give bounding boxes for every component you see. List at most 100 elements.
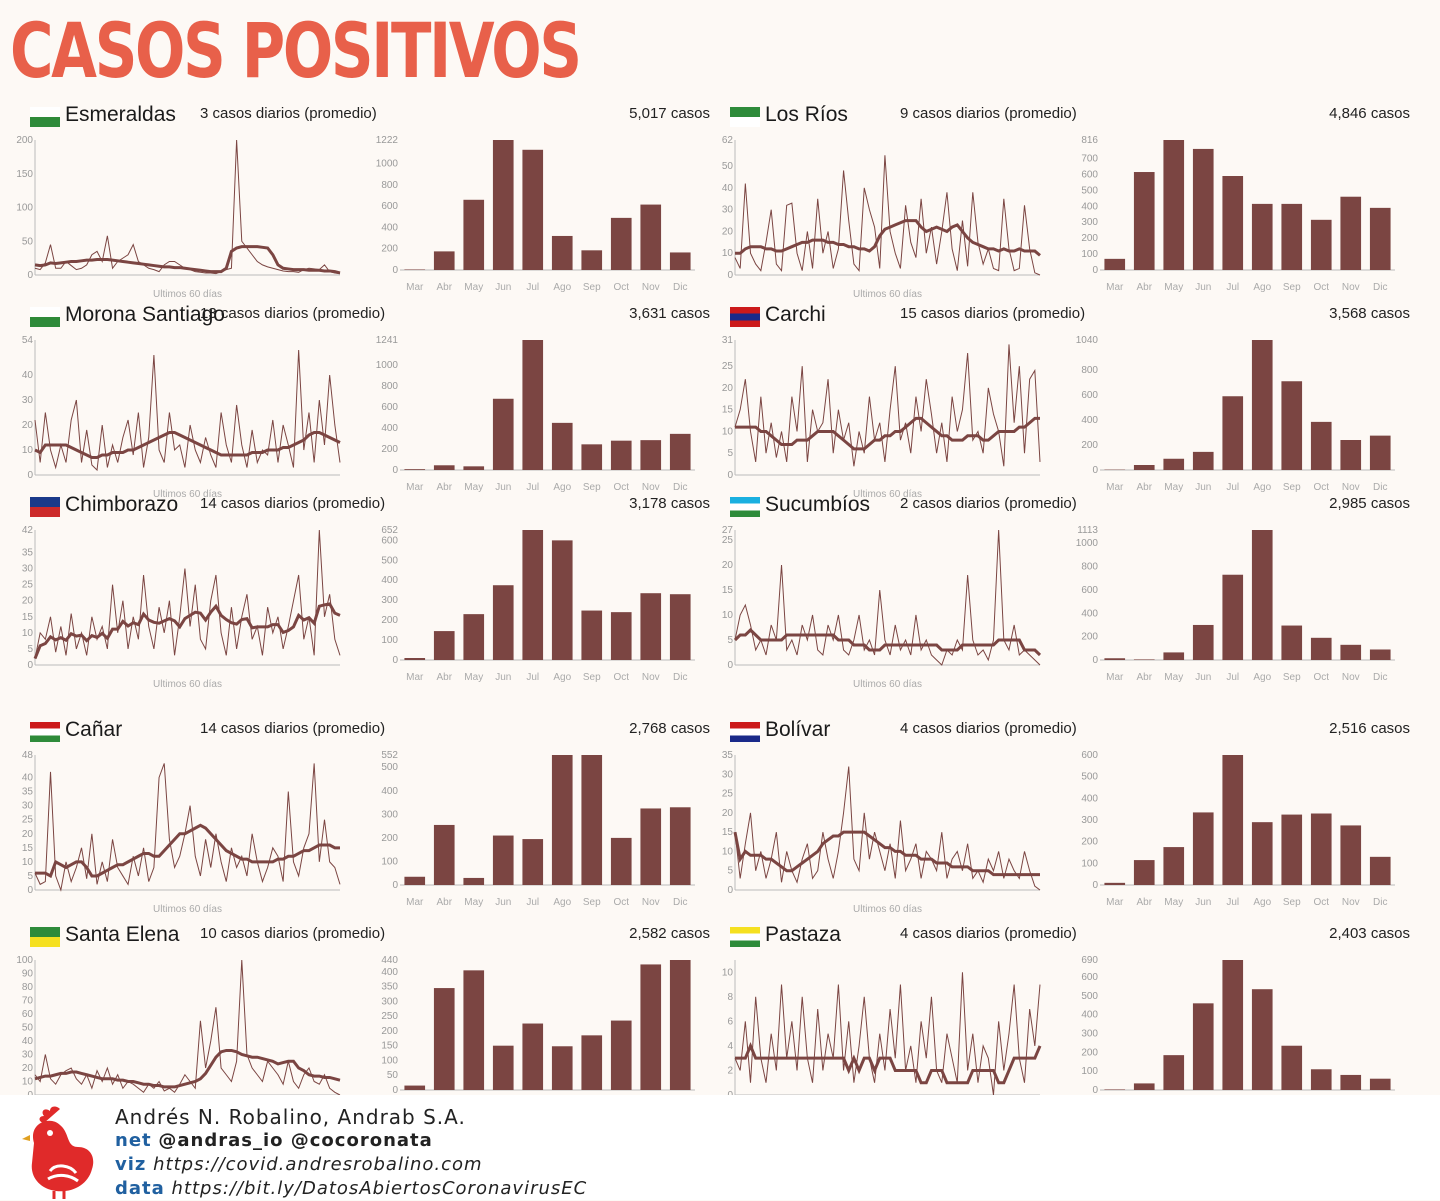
month-bar: [1252, 204, 1273, 270]
flag-icon: [30, 927, 60, 947]
month-bar: [1104, 259, 1125, 270]
month-bar: [1311, 422, 1332, 470]
y-tick-label: 40: [22, 370, 34, 381]
y-tick-label: 25: [722, 361, 734, 372]
y-tick-label: 0: [27, 270, 33, 281]
month-bar: [1222, 960, 1243, 1090]
month-label: May: [464, 482, 483, 493]
y-tick-label: 500: [1081, 991, 1098, 1002]
y-tick-label: 690: [1081, 955, 1098, 966]
month-bar: [1281, 381, 1302, 470]
y-tick-label: 40: [722, 183, 734, 194]
month-label: Nov: [642, 897, 660, 908]
y-tick-label: 25: [22, 815, 34, 826]
average-line: [735, 221, 1040, 256]
month-bar: [463, 466, 484, 470]
month-label: Dic: [1373, 897, 1387, 908]
y-tick-label: 20: [722, 226, 734, 237]
month-label: Abr: [1136, 897, 1152, 908]
month-label: Dic: [673, 482, 687, 493]
month-bar: [1134, 465, 1155, 470]
y-tick-label: 35: [22, 548, 34, 559]
net-handles[interactable]: @andras_io @cocoronata: [158, 1130, 432, 1151]
month-bar: [611, 612, 632, 660]
month-label: Abr: [436, 282, 452, 293]
y-tick-label: 816: [1081, 135, 1098, 146]
month-bar: [493, 836, 514, 885]
month-bar: [1252, 822, 1273, 885]
y-tick-label: 500: [1081, 185, 1098, 196]
month-bar: [640, 808, 661, 885]
y-tick-label: 42: [22, 525, 34, 536]
month-bar: [552, 1046, 573, 1090]
month-bar: [1222, 396, 1243, 470]
month-bar: [1104, 658, 1125, 660]
month-bar: [1311, 814, 1332, 886]
month-bar: [404, 469, 425, 470]
month-bar: [581, 755, 602, 885]
month-label: Jun: [495, 282, 511, 293]
y-tick-label: 70: [22, 996, 34, 1007]
y-tick-label: 800: [1081, 562, 1098, 573]
month-bar: [1193, 1003, 1214, 1090]
y-tick-label: 50: [22, 1023, 34, 1034]
y-tick-label: 20: [22, 420, 34, 431]
month-bar: [1311, 1069, 1332, 1090]
y-tick-label: 1000: [1076, 538, 1099, 549]
month-label: Jul: [1226, 282, 1239, 293]
month-label: Abr: [436, 897, 452, 908]
month-label: Sep: [583, 282, 601, 293]
province-name: Chimborazo: [65, 493, 178, 517]
month-bar: [581, 1035, 602, 1090]
y-tick-label: 300: [1081, 1028, 1098, 1039]
y-tick-label: 6: [727, 1016, 733, 1027]
y-tick-label: 0: [727, 470, 733, 481]
flag-icon: [30, 107, 60, 127]
y-tick-label: 4: [727, 1041, 733, 1052]
total-cases: 5,017 casos: [629, 105, 710, 122]
month-label: Nov: [1342, 897, 1360, 908]
y-tick-label: 1000: [376, 360, 399, 371]
month-bar: [611, 838, 632, 885]
month-bar: [434, 465, 455, 470]
y-tick-label: 15: [722, 405, 734, 416]
author-line: Andrés N. Robalino, Andrab S.A.: [115, 1105, 587, 1129]
month-bar: [1222, 575, 1243, 660]
month-bar: [552, 540, 573, 660]
y-tick-label: 80: [22, 982, 34, 993]
y-tick-label: 30: [22, 395, 34, 406]
y-tick-label: 0: [1092, 655, 1098, 666]
y-tick-label: 0: [392, 880, 398, 891]
y-tick-label: 400: [381, 423, 398, 434]
y-tick-label: 500: [1081, 772, 1098, 783]
y-tick-label: 27: [722, 525, 734, 536]
month-bar: [463, 970, 484, 1090]
month-bar: [1311, 638, 1332, 660]
month-bar: [1281, 1046, 1302, 1090]
month-label: Jul: [526, 897, 539, 908]
month-bar: [640, 593, 661, 660]
month-label: Ago: [553, 897, 571, 908]
data-link[interactable]: https://bit.ly/DatosAbiertosCoronavirusE…: [172, 1178, 588, 1199]
month-bar: [1252, 530, 1273, 660]
y-tick-label: 200: [1081, 440, 1098, 451]
month-label: Mar: [1106, 672, 1124, 683]
month-bar: [670, 594, 691, 660]
month-bar: [1370, 208, 1391, 270]
viz-link[interactable]: https://covid.andresrobalino.com: [153, 1154, 482, 1175]
month-label: Nov: [1342, 282, 1360, 293]
month-label: Jul: [526, 672, 539, 683]
province-name: Pastaza: [765, 923, 841, 947]
month-label: Mar: [406, 672, 424, 683]
month-label: Sep: [1283, 482, 1301, 493]
month-bar: [1281, 204, 1302, 270]
month-bar: [611, 441, 632, 470]
month-label: Oct: [1313, 672, 1329, 683]
month-bar: [611, 218, 632, 270]
month-label: Sep: [1283, 897, 1301, 908]
daily-cases-line: [35, 140, 340, 274]
y-tick-label: 300: [381, 996, 398, 1007]
